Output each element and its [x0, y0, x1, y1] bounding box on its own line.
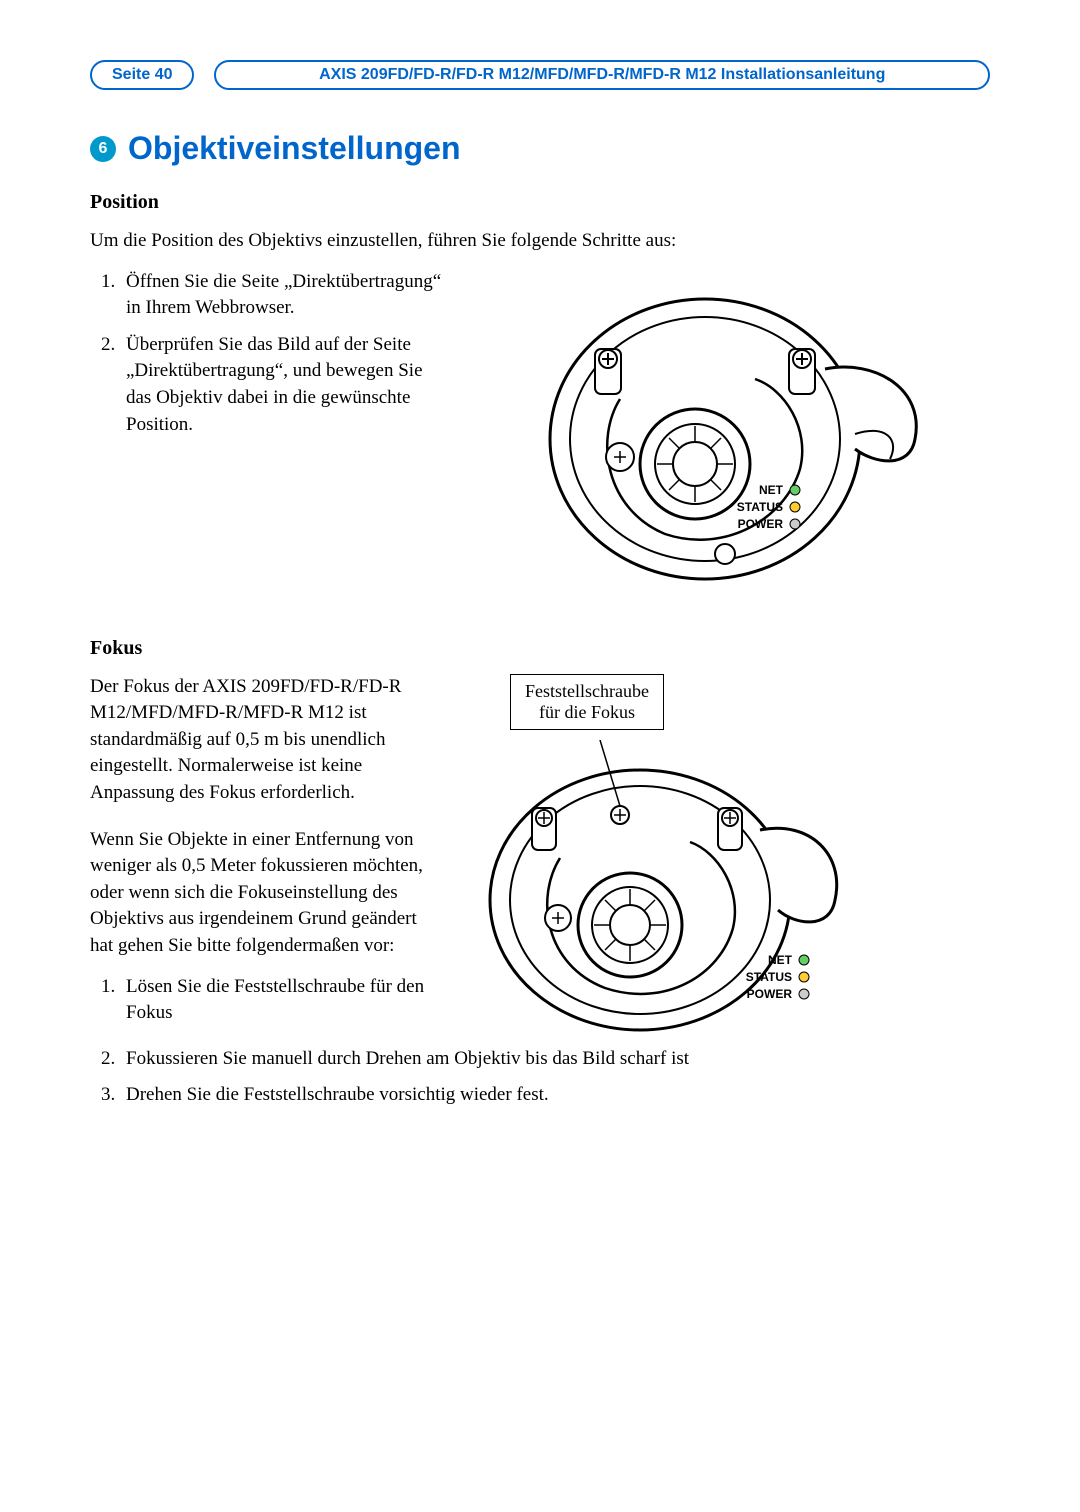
section-heading: 6 Objektiveinstellungen	[90, 130, 990, 167]
fokus-para2: Wenn Sie Objekte in einer Entfernung von…	[90, 827, 440, 960]
camera-illustration-2: NET STATUS POWER	[470, 740, 850, 1040]
svg-text:POWER: POWER	[738, 517, 784, 531]
document-title-pill: AXIS 209FD/FD-R/FD-R M12/MFD/MFD-R/MFD-R…	[214, 60, 990, 90]
position-steps-list: Öffnen Sie die Seite „Direktübertragung“…	[90, 269, 450, 439]
svg-text:POWER: POWER	[747, 987, 793, 1001]
fokus-step-1: Lösen Sie die Feststellschraube für den …	[120, 974, 440, 1027]
position-two-column: Öffnen Sie die Seite „Direktübertragung“…	[90, 269, 990, 589]
fokus-two-column: Der Fokus der AXIS 209FD/FD-R/FD-R M12/M…	[90, 674, 990, 1040]
fokus-steps-full: Fokussieren Sie manuell durch Drehen am …	[90, 1046, 990, 1109]
svg-text:NET: NET	[759, 483, 784, 497]
fokus-section: Fokus Der Fokus der AXIS 209FD/FD-R/FD-R…	[90, 637, 990, 1109]
fokus-callout-line1: Feststellschraube	[525, 681, 649, 701]
position-step-1: Öffnen Sie die Seite „Direktübertragung“…	[120, 269, 450, 322]
position-step-2: Überprüfen Sie das Bild auf der Seite „D…	[120, 332, 450, 438]
fokus-step-3: Drehen Sie die Feststellschraube vorsich…	[120, 1082, 990, 1109]
section-title: Objektiveinstellungen	[128, 130, 461, 167]
page-number-text: Seite 40	[112, 66, 172, 83]
svg-text:STATUS: STATUS	[746, 970, 792, 984]
page-number-pill: Seite 40	[90, 60, 194, 90]
svg-text:STATUS: STATUS	[737, 500, 783, 514]
fokus-callout: Feststellschraube für die Fokus	[510, 674, 664, 730]
position-steps-col: Öffnen Sie die Seite „Direktübertragung“…	[90, 269, 450, 589]
fokus-heading: Fokus	[90, 637, 990, 660]
position-intro: Um die Position des Objektivs einzustell…	[90, 228, 990, 255]
fokus-para1: Der Fokus der AXIS 209FD/FD-R/FD-R M12/M…	[90, 674, 440, 807]
fokus-figure-col: Feststellschraube für die Fokus	[470, 674, 990, 1040]
fokus-step-2: Fokussieren Sie manuell durch Drehen am …	[120, 1046, 990, 1073]
position-figure-col: NET STATUS POWER	[480, 269, 990, 589]
step-number: 6	[99, 140, 108, 158]
page-header: Seite 40 AXIS 209FD/FD-R/FD-R M12/MFD/MF…	[90, 60, 990, 90]
fokus-text-col: Der Fokus der AXIS 209FD/FD-R/FD-R M12/M…	[90, 674, 440, 1040]
document-title-text: AXIS 209FD/FD-R/FD-R M12/MFD/MFD-R/MFD-R…	[319, 66, 885, 83]
fokus-callout-line2: für die Fokus	[539, 702, 635, 722]
svg-text:NET: NET	[768, 953, 793, 967]
camera-illustration-1: NET STATUS POWER	[525, 269, 945, 589]
position-heading: Position	[90, 191, 990, 214]
step-badge: 6	[90, 136, 116, 162]
fokus-steps-col1: Lösen Sie die Feststellschraube für den …	[90, 974, 440, 1027]
